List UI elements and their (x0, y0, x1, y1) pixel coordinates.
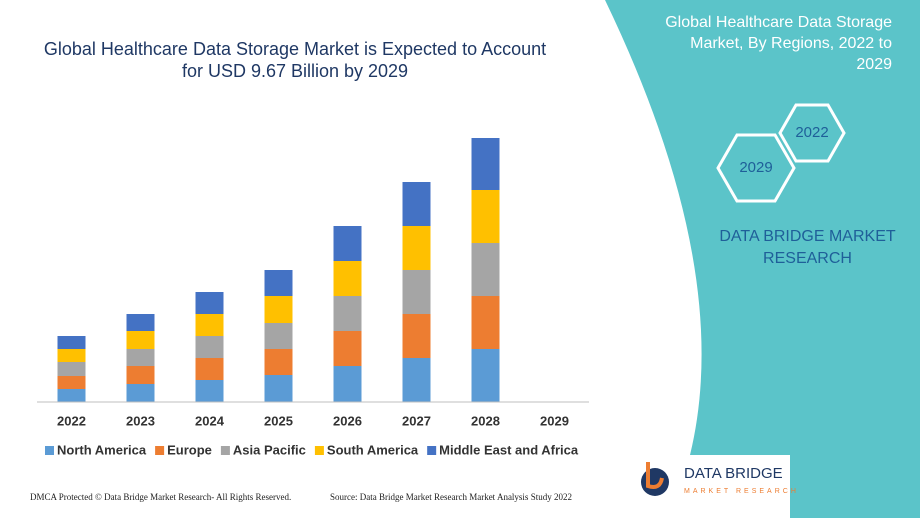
bar-segment (126, 349, 155, 366)
hex-label: 2029 (739, 159, 772, 176)
x-tick-label: 2024 (195, 413, 225, 428)
bar-segment (333, 261, 362, 296)
bar-segment (57, 336, 86, 349)
logo-name: DATA BRIDGE (684, 465, 783, 482)
bar-segment (126, 331, 155, 349)
x-tick-label: 2025 (264, 413, 293, 428)
bar-segment (264, 270, 293, 296)
bar-segment (333, 331, 362, 366)
bar-segment (333, 226, 362, 261)
legend-swatch (314, 446, 324, 455)
footer-left: DMCA Protected © Data Bridge Market Rese… (30, 492, 292, 502)
footer-right: Source: Data Bridge Market Research Mark… (330, 492, 572, 502)
x-tick-label: 2028 (471, 413, 500, 428)
hex-label: 2022 (795, 124, 828, 141)
hexagon (778, 103, 846, 163)
bar-segment (264, 296, 293, 323)
bar-segment (57, 349, 86, 362)
x-tick-label: 2022 (57, 413, 86, 428)
legend-label: Middle East and Africa (439, 442, 579, 457)
logo-tagline: MARKET RESEARCH (684, 488, 799, 495)
bar-segment (471, 138, 500, 190)
bar-segment (471, 349, 500, 402)
legend-swatch (45, 446, 54, 455)
bar-segment (333, 296, 362, 331)
logo-mark (641, 468, 669, 496)
legend-label: Asia Pacific (233, 442, 306, 457)
bar-segment (402, 314, 431, 358)
bar-segment (57, 389, 86, 402)
x-tick-label: 2029 (540, 413, 569, 428)
legend-label: South America (327, 442, 419, 457)
legend-swatch (427, 446, 437, 455)
bar-segment (195, 314, 224, 336)
x-tick-label: 2027 (402, 413, 431, 428)
bar-segment (57, 376, 86, 389)
legend-label: North America (57, 442, 147, 457)
hexagon (716, 133, 796, 203)
legend-label: Europe (167, 442, 212, 457)
brand-text: DATA BRIDGE MARKET RESEARCH (719, 228, 896, 267)
bar-segment (126, 314, 155, 331)
x-tick-label: 2026 (333, 413, 362, 428)
bar-segment (195, 380, 224, 402)
bar-segment (195, 336, 224, 358)
legend-swatch (220, 446, 230, 455)
panel-heading: Global Healthcare Data Storage Market, B… (665, 14, 892, 73)
bar-segment (264, 375, 293, 402)
bar-segment (126, 384, 155, 402)
x-tick-label: 2023 (126, 413, 155, 428)
logo-mark (646, 462, 664, 489)
bar-segment (333, 366, 362, 402)
bar-segment (264, 323, 293, 349)
bar-segment (126, 366, 155, 384)
bar-segment (402, 182, 431, 226)
bar-segment (402, 270, 431, 314)
bar-segment (471, 190, 500, 243)
bar-segment (471, 296, 500, 349)
bar-segment (195, 292, 224, 314)
legend-swatch (155, 446, 165, 455)
bar-segment (471, 243, 500, 296)
bar-segment (264, 349, 293, 375)
bar-segment (195, 358, 224, 380)
bar-segment (57, 362, 86, 376)
bar-segment (402, 226, 431, 270)
bar-segment (402, 358, 431, 402)
chart-title: Global Healthcare Data Storage Market is… (43, 39, 547, 81)
